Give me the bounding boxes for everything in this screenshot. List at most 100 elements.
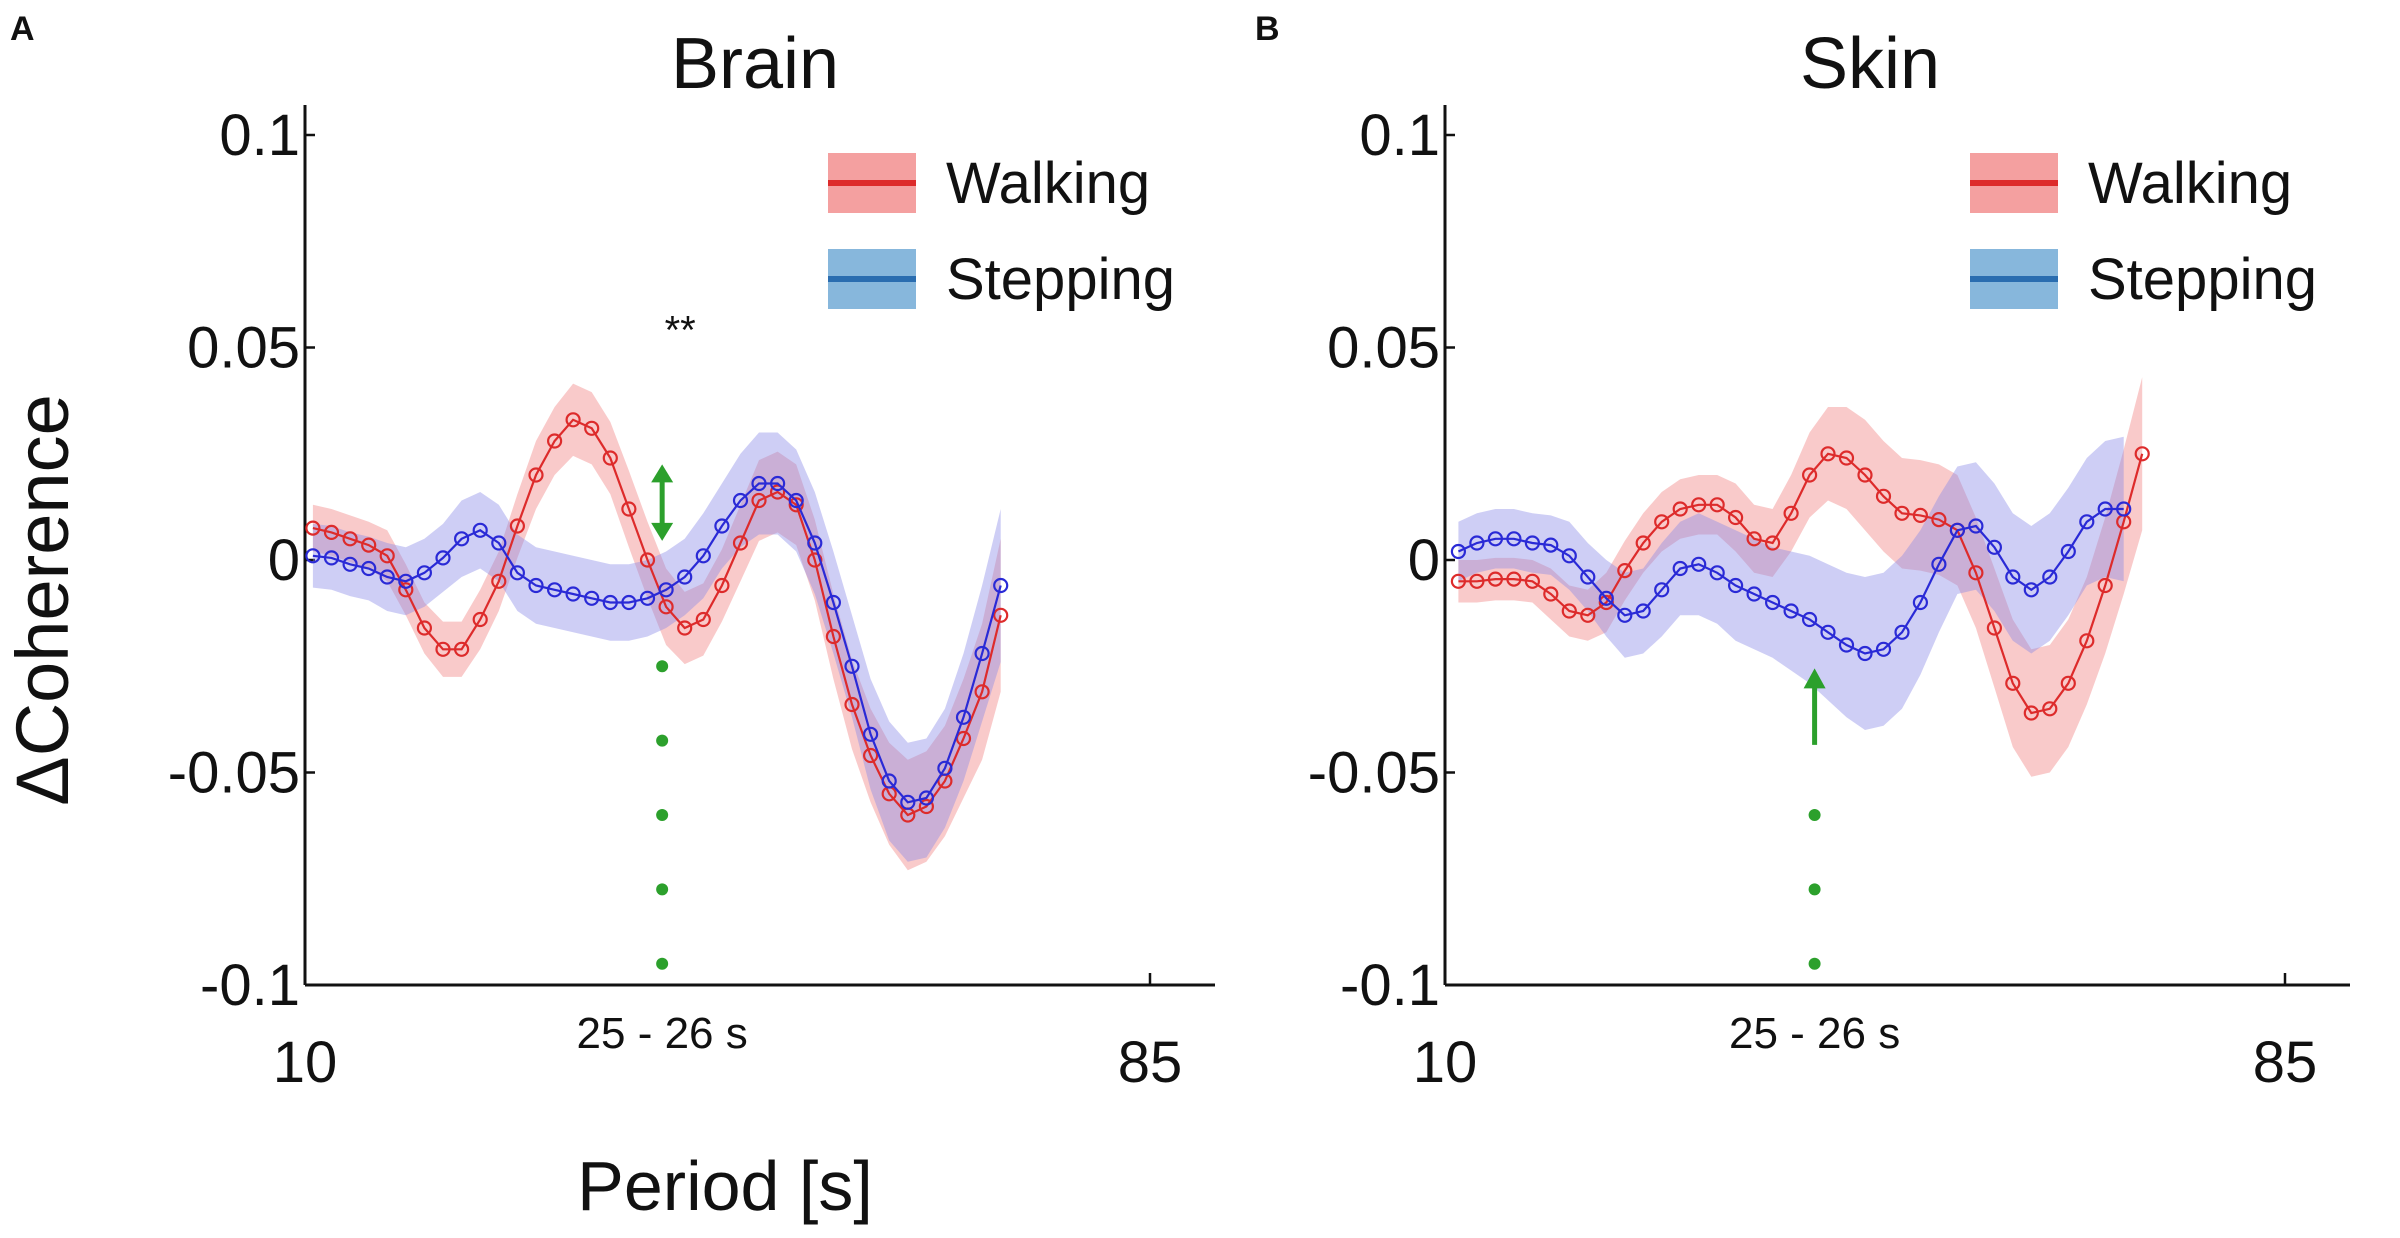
data-point-stepping [1968, 518, 1984, 534]
data-point-stepping [323, 550, 340, 566]
data-point-stepping [844, 658, 860, 674]
data-point-walking [1820, 446, 1836, 462]
significance-marker: ** [665, 308, 696, 352]
data-point-walking [565, 412, 581, 428]
data-point-stepping [379, 569, 395, 585]
data-point-walking [1654, 514, 1670, 530]
data-point-walking [2005, 675, 2021, 691]
data-point-walking [844, 696, 860, 713]
data-point-walking [1857, 467, 1873, 483]
data-point-walking [435, 641, 451, 657]
data-point-walking [1672, 501, 1688, 517]
data-point-walking [1635, 535, 1651, 551]
data-point-walking [472, 611, 488, 628]
panel-b-skin: B Skin 0.1 0.05 0 -0.05 -0.1 10 85 25 - 26 s Wa… [1255, 10, 2350, 1095]
data-point-stepping [1838, 637, 1855, 653]
data-point-walking [602, 450, 618, 466]
data-point-stepping [1875, 641, 1892, 657]
data-point-stepping [1727, 577, 1744, 594]
data-point-walking [528, 467, 544, 483]
data-point-stepping [639, 590, 656, 606]
data-point-stepping [1543, 537, 1559, 553]
annotation-label: 25 - 26 s [577, 1009, 748, 1058]
confidence-band-walking [1458, 377, 2143, 777]
data-point-walking [1746, 531, 1762, 547]
data-point-stepping [1912, 594, 1929, 611]
y-tick-label: -0.05 [1308, 741, 1440, 806]
panel-a-brain: A Brain 0.1 0.05 0 -0.05 -0.1 10 85 25 - 26 s **… [10, 10, 1215, 1095]
data-point-walking [788, 497, 804, 513]
data-point-stepping [658, 582, 674, 598]
data-point-walking [2060, 675, 2076, 691]
legend-label-walking: Walking [946, 151, 1150, 216]
data-point-walking [695, 611, 711, 628]
data-point-walking [1506, 571, 1522, 587]
data-point-stepping [1635, 603, 1651, 619]
data-point-walking [1561, 603, 1577, 619]
data-point-walking [1838, 450, 1855, 466]
data-point-walking [2134, 446, 2150, 462]
data-point-walking [509, 518, 526, 534]
data-point-stepping [807, 535, 823, 551]
data-point-stepping [1617, 607, 1633, 623]
data-point-walking [807, 552, 823, 568]
data-point-stepping [509, 565, 526, 581]
data-point-walking [2097, 577, 2113, 594]
y-tick-label: 0.1 [219, 103, 300, 168]
data-point-stepping [1709, 565, 1725, 581]
y-tick-label: 0.05 [1327, 316, 1440, 381]
data-point-stepping [1598, 590, 1614, 606]
confidence-band-stepping [1458, 436, 2124, 730]
data-point-stepping [862, 726, 879, 742]
data-point-stepping [1450, 543, 1467, 560]
data-point-walking [751, 492, 767, 509]
data-point-walking [1986, 620, 2003, 636]
y-tick-label: 0.1 [1359, 103, 1440, 168]
data-point-stepping [1931, 556, 1947, 572]
data-point-walking [2023, 705, 2039, 721]
plot-area-brain: 0.1 0.05 0 -0.05 -0.1 10 85 25 - 26 s ** [168, 103, 1215, 1095]
data-point-walking [398, 582, 414, 598]
data-point-stepping [1746, 586, 1762, 602]
data-point-walking [974, 684, 990, 700]
data-point-stepping [1672, 560, 1688, 577]
annotation-label: 25 - 26 s [1729, 1009, 1900, 1058]
y-tick-label: -0.1 [1340, 953, 1440, 1018]
data-point-stepping [900, 794, 916, 810]
data-point-stepping [955, 709, 972, 725]
data-point-walking [491, 573, 507, 589]
data-point-stepping [2116, 501, 2132, 517]
x-axis-label: Period [s] [577, 1147, 873, 1225]
x-tick-label: 10 [273, 1030, 338, 1095]
data-point-stepping [565, 586, 581, 602]
panel-title-skin: Skin [1800, 24, 1940, 104]
data-point-stepping [621, 594, 637, 611]
y-tick-label: -0.05 [168, 741, 300, 806]
x-tick-label: 85 [2253, 1030, 2318, 1095]
data-point-walking [323, 524, 340, 541]
data-point-walking [1894, 505, 1910, 521]
data-point-stepping [2079, 514, 2095, 530]
data-point-stepping [714, 518, 730, 534]
data-point-walking [342, 531, 358, 547]
data-point-stepping [1986, 539, 2003, 555]
data-point-stepping [2023, 582, 2039, 598]
data-point-walking [1487, 571, 1504, 587]
data-point-stepping [974, 645, 990, 662]
data-point-stepping [1801, 611, 1818, 628]
data-point-stepping [1561, 548, 1577, 564]
panel-letter-a: A [10, 10, 35, 48]
data-point-walking [993, 607, 1009, 623]
data-point-walking [714, 577, 730, 594]
data-point-walking [732, 535, 749, 551]
data-point-stepping [1654, 582, 1670, 598]
data-point-walking [416, 620, 432, 636]
y-axis-label: ΔCoherence [1, 394, 84, 805]
annotation-dot [1808, 957, 1821, 970]
data-point-stepping [435, 550, 451, 566]
x-tick-label: 10 [1413, 1030, 1478, 1095]
data-point-walking [639, 552, 656, 568]
data-point-stepping [1949, 522, 1966, 538]
data-point-stepping [454, 531, 470, 547]
data-point-walking [1783, 505, 1799, 521]
